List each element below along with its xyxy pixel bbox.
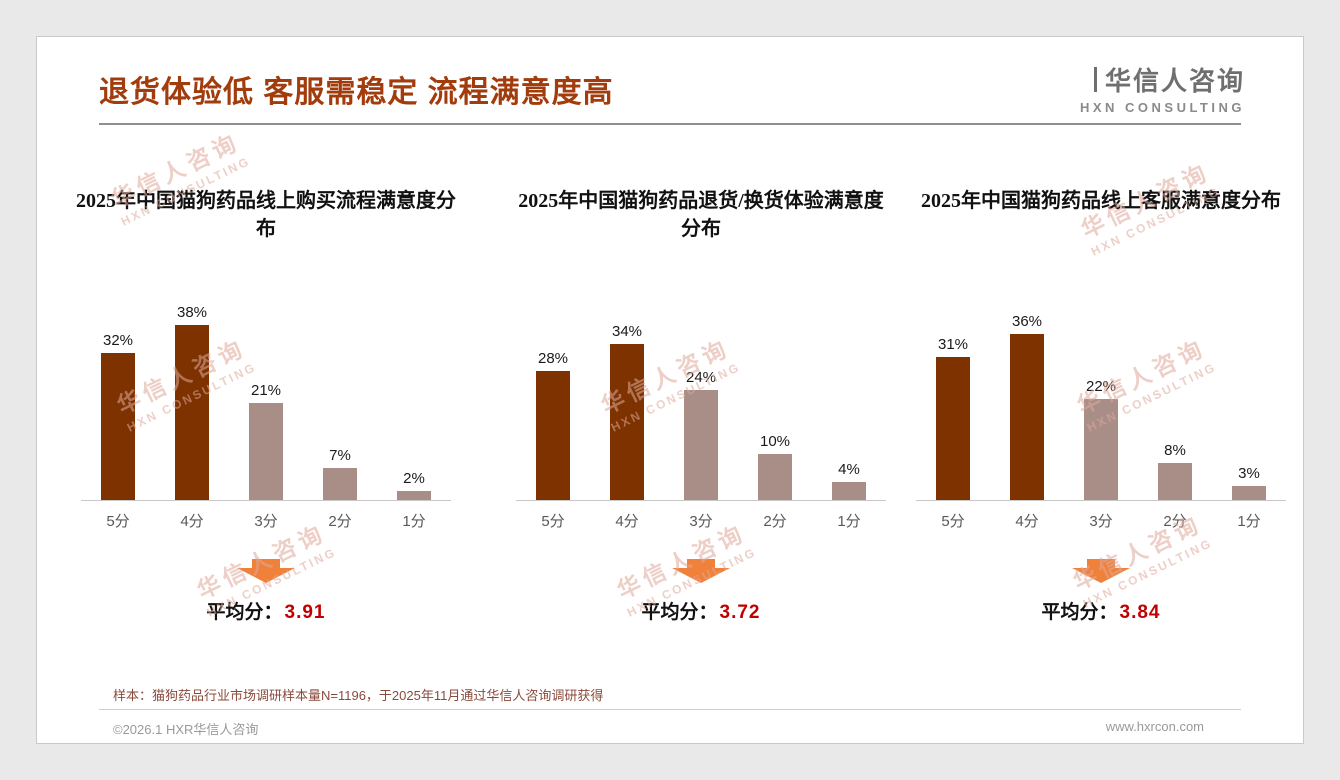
- bar-column: 10%: [738, 433, 812, 500]
- average-label: 平均分：: [206, 602, 283, 623]
- bar-column: 31%: [916, 336, 990, 500]
- bar: [936, 357, 970, 500]
- x-tick-label: 4分: [1015, 513, 1039, 530]
- x-tick-label: 2分: [1163, 513, 1187, 530]
- bar-column: 36%: [990, 313, 1064, 500]
- bar-column: 3%: [1212, 465, 1286, 500]
- x-tick-label: 3分: [1089, 513, 1113, 530]
- bar-value-label: 32%: [102, 332, 134, 349]
- bar: [249, 403, 283, 500]
- bar-column: 34%: [590, 323, 664, 500]
- bar-column: 8%: [1138, 442, 1212, 500]
- x-tick-label: 5分: [941, 513, 965, 530]
- down-arrow-icon: [237, 559, 295, 583]
- x-tick-label: 2分: [328, 513, 352, 530]
- bar: [684, 390, 718, 500]
- bar-value-label: 8%: [1164, 442, 1186, 459]
- x-tick-label: 4分: [180, 513, 204, 530]
- down-arrow-icon: [1072, 559, 1130, 583]
- bar: [536, 371, 570, 500]
- bar: [323, 468, 357, 500]
- bar: [758, 454, 792, 500]
- x-tick-label: 1分: [1237, 513, 1261, 530]
- bar-value-label: 4%: [838, 461, 860, 478]
- bar-value-label: 31%: [937, 336, 969, 353]
- bar-value-label: 28%: [537, 350, 569, 367]
- bar-value-label: 10%: [759, 433, 791, 450]
- bar: [397, 491, 431, 500]
- logo-cn-text: 华信人咨询: [1104, 66, 1245, 96]
- logo-cn-row: 华信人咨询: [1080, 61, 1245, 98]
- bar: [610, 344, 644, 500]
- average-value: 3.91: [284, 602, 326, 623]
- average-label: 平均分：: [641, 602, 718, 623]
- x-axis-labels: 5分 4分 3分 2分 1分: [516, 501, 886, 531]
- bar: [1010, 334, 1044, 500]
- average-score: 平均分： 3.84: [1042, 597, 1161, 624]
- bar-value-label: 36%: [1011, 313, 1043, 330]
- x-tick-label: 5分: [541, 513, 565, 530]
- bar-column: 22%: [1064, 378, 1138, 500]
- bar: [1158, 463, 1192, 500]
- x-axis-labels: 5分 4分 3分 2分 1分: [916, 501, 1286, 531]
- chart-title: 2025年中国猫狗药品退货/换货体验满意度分布: [518, 190, 884, 240]
- chart-purchase-process-satisfaction: 2025年中国猫狗药品线上购买流程满意度分布 32% 38% 21% 7% 2% 5分 4…: [71, 187, 461, 624]
- bar-column: 32%: [81, 332, 155, 500]
- bar-value-label: 22%: [1085, 378, 1117, 395]
- bar: [101, 353, 135, 500]
- bar: [1232, 486, 1266, 500]
- bar-column: 28%: [516, 350, 590, 500]
- sample-footnote: 样本：猫狗药品行业市场调研样本量N=1196，于2025年11月通过华信人咨询调…: [113, 688, 604, 703]
- bar: [832, 482, 866, 500]
- bar-column: 21%: [229, 382, 303, 500]
- bar-value-label: 34%: [611, 323, 643, 340]
- company-logo: 华信人咨询 HXN CONSULTING: [1073, 61, 1245, 115]
- x-tick-label: 4分: [615, 513, 639, 530]
- slide-card: 退货体验低 客服需稳定 流程满意度高 华信人咨询 HXN CONSULTING …: [36, 36, 1304, 744]
- bar-column: 7%: [303, 447, 377, 500]
- x-tick-label: 3分: [689, 513, 713, 530]
- x-axis-labels: 5分 4分 3分 2分 1分: [81, 501, 451, 531]
- bar-value-label: 21%: [250, 382, 282, 399]
- x-tick-label: 2分: [763, 513, 787, 530]
- average-score: 平均分： 3.72: [642, 597, 761, 624]
- chart-title: 2025年中国猫狗药品线上客服满意度分布: [921, 190, 1281, 212]
- bar-value-label: 3%: [1238, 465, 1260, 482]
- page-title: 退货体验低 客服需稳定 流程满意度高: [99, 76, 614, 109]
- logo-en-text: HXN CONSULTING: [1079, 100, 1245, 115]
- chart-return-exchange-satisfaction: 2025年中国猫狗药品退货/换货体验满意度分布 28% 34% 24% 10% 4% 5…: [506, 187, 896, 624]
- average-value: 3.72: [719, 602, 761, 623]
- x-tick-label: 1分: [402, 513, 426, 530]
- bar-column: 38%: [155, 304, 229, 500]
- x-tick-label: 3分: [254, 513, 278, 530]
- average-label: 平均分：: [1041, 602, 1118, 623]
- website-link[interactable]: www.hxrcon.com: [1105, 719, 1204, 734]
- bar-value-label: 2%: [403, 470, 425, 487]
- copyright-text: ©2026.1 HXR华信人咨询: [113, 722, 259, 737]
- chart-title: 2025年中国猫狗药品线上购买流程满意度分布: [76, 190, 456, 240]
- bar-column: 24%: [664, 369, 738, 500]
- x-tick-label: 5分: [106, 513, 130, 530]
- chart-online-service-satisfaction: 2025年中国猫狗药品线上客服满意度分布 31% 36% 22% 8% 3% 5分 4分 3…: [906, 187, 1296, 624]
- footer-divider: [99, 709, 1241, 710]
- bar-value-label: 38%: [176, 304, 208, 321]
- bar-value-label: 7%: [329, 447, 351, 464]
- bar-area: 32% 38% 21% 7% 2%: [81, 301, 451, 501]
- down-arrow-icon: [672, 559, 730, 583]
- logo-divider: [1093, 67, 1097, 92]
- bar-value-label: 24%: [685, 369, 717, 386]
- bar-area: 31% 36% 22% 8% 3%: [916, 301, 1286, 501]
- average-value: 3.84: [1119, 602, 1161, 623]
- x-tick-label: 1分: [837, 513, 861, 530]
- bar-column: 4%: [812, 461, 886, 500]
- bar: [175, 325, 209, 500]
- bar-area: 28% 34% 24% 10% 4%: [516, 301, 886, 501]
- average-score: 平均分： 3.91: [207, 597, 326, 624]
- header-divider: [99, 123, 1241, 125]
- bar: [1084, 399, 1118, 500]
- bar-column: 2%: [377, 470, 451, 500]
